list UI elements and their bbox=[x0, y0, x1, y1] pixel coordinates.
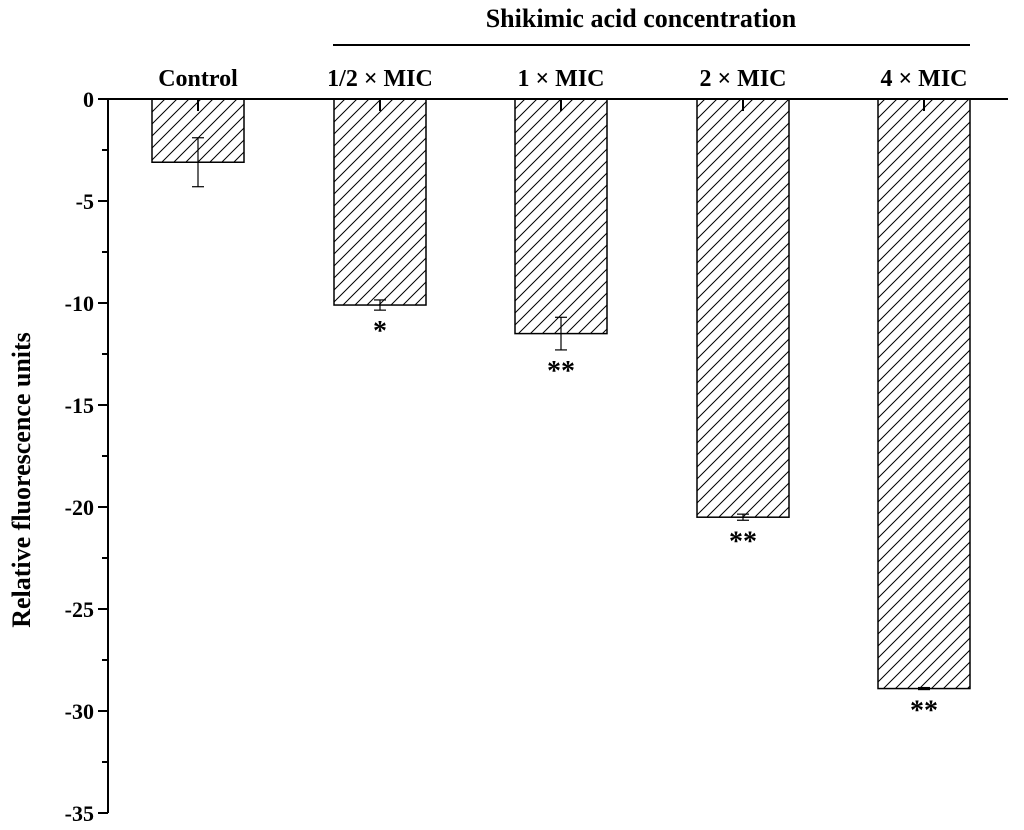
y-axis-title: Relative fluorescence units bbox=[7, 332, 36, 628]
y-tick-label: -5 bbox=[76, 189, 94, 214]
bar bbox=[696, 98, 790, 518]
group-title: Shikimic acid concentration bbox=[486, 4, 797, 33]
significance-marker: ** bbox=[729, 526, 757, 557]
y-tick-label: -10 bbox=[65, 291, 94, 316]
axes bbox=[98, 44, 1008, 814]
category-label: 1 × MIC bbox=[518, 66, 605, 92]
category-label: 2 × MIC bbox=[700, 66, 787, 92]
significance-marker: ** bbox=[547, 356, 575, 387]
significance-marker: ** bbox=[910, 696, 938, 727]
category-label: 4 × MIC bbox=[881, 66, 968, 92]
significance-marker: * bbox=[373, 316, 387, 347]
y-tick-label: -15 bbox=[65, 393, 94, 418]
y-tick-label: -25 bbox=[65, 597, 94, 622]
category-label: 1/2 × MIC bbox=[327, 66, 433, 92]
bar bbox=[514, 98, 608, 335]
bars bbox=[151, 98, 971, 691]
y-tick-label: -20 bbox=[65, 495, 94, 520]
y-tick-label: -35 bbox=[65, 801, 94, 826]
bar bbox=[877, 98, 971, 690]
y-tick-label: -30 bbox=[65, 699, 94, 724]
category-label: Control bbox=[158, 66, 238, 92]
y-tick-label: 0 bbox=[83, 87, 94, 112]
labels: 0 -5 -10 -15 -20 -25 -30 -35 Shikimic acid conce… bbox=[7, 4, 968, 826]
bar bbox=[333, 98, 427, 306]
